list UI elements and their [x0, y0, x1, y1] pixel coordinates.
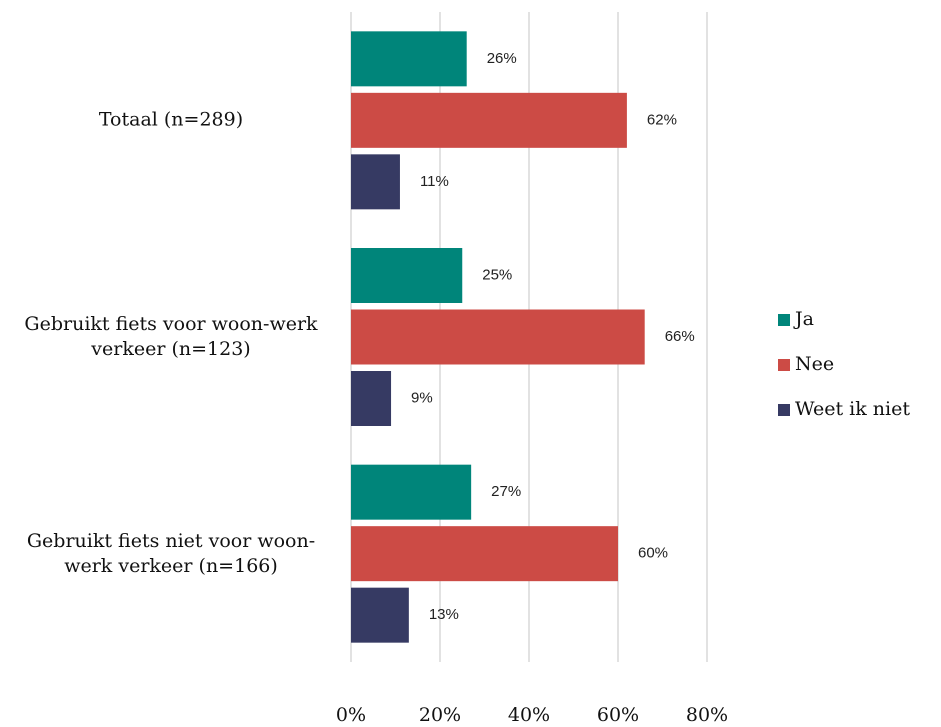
- legend-swatch: [778, 314, 790, 326]
- bar: [351, 371, 392, 426]
- x-tick-label: 40%: [508, 704, 550, 726]
- bar: [351, 248, 463, 303]
- value-label: 62%: [647, 111, 677, 128]
- value-label: 25%: [482, 266, 512, 283]
- value-label: 26%: [487, 50, 517, 67]
- category-label: Gebruikt fiets voor woon-werk verkeer (n…: [24, 313, 318, 360]
- value-label: 13%: [429, 606, 459, 623]
- bar: [351, 31, 467, 87]
- value-label: 11%: [420, 173, 449, 190]
- bar: [351, 587, 409, 643]
- x-tick-label: 80%: [686, 704, 728, 726]
- category-label: Gebruikt fiets niet voor woon-werk verke…: [26, 529, 316, 577]
- value-label: 27%: [491, 483, 521, 500]
- x-tick-label: 0%: [336, 704, 366, 726]
- bar: [351, 309, 645, 365]
- legend-label: Ja: [793, 308, 814, 330]
- value-label: 60%: [638, 545, 668, 562]
- bar: [351, 464, 472, 520]
- value-label: 9%: [411, 389, 433, 406]
- value-label: 66%: [665, 328, 695, 345]
- legend-swatch: [778, 359, 790, 371]
- category-label: Totaal (n=289): [98, 108, 244, 131]
- bar: [351, 92, 627, 148]
- x-tick-label: 60%: [597, 704, 639, 726]
- legend-label: Nee: [795, 353, 834, 375]
- x-tick-label: 20%: [419, 704, 461, 726]
- bar: [351, 154, 400, 210]
- bar: [351, 526, 618, 582]
- legend-swatch: [778, 404, 790, 416]
- legend-label: Weet ik niet: [795, 398, 910, 420]
